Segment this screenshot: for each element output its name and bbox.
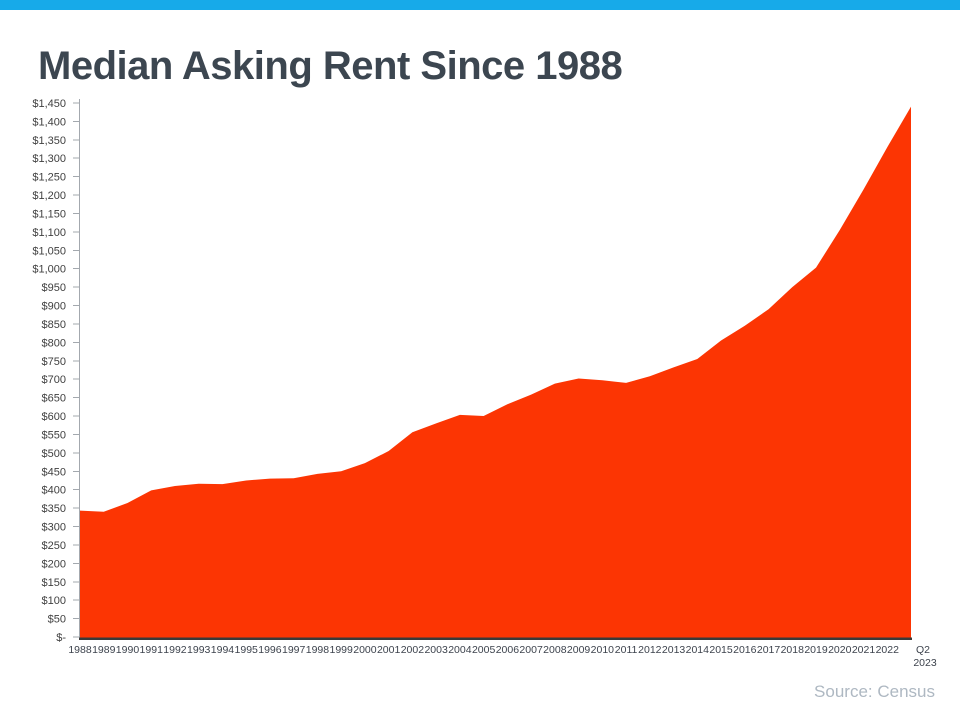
y-axis-label: $300 <box>42 522 66 534</box>
x-axis-label: 1990 <box>116 644 140 656</box>
x-axis-label: 2022 <box>876 644 900 656</box>
x-axis-label: 2021 <box>852 644 876 656</box>
y-axis-label: $950 <box>42 282 66 294</box>
x-axis-label: 1996 <box>258 644 282 656</box>
x-axis-label: 2006 <box>496 644 520 656</box>
x-axis-label: 2004 <box>448 644 472 656</box>
x-axis-label: 2018 <box>781 644 805 656</box>
x-axis-label: 2012 <box>638 644 662 656</box>
x-axis-label: 2005 <box>472 644 496 656</box>
y-axis-label: $800 <box>42 337 66 349</box>
y-axis-label: $650 <box>42 393 66 405</box>
x-axis-label: 2007 <box>519 644 543 656</box>
x-axis-label: 2013 <box>662 644 686 656</box>
x-axis-label: 1988 <box>68 644 92 656</box>
y-axis-label: $1,200 <box>32 190 66 202</box>
y-axis-label: $500 <box>42 448 66 460</box>
y-axis-label: $850 <box>42 319 66 331</box>
x-axis-label: 1997 <box>282 644 306 656</box>
y-axis-label: $1,300 <box>32 153 66 165</box>
x-axis-label: 1995 <box>235 644 259 656</box>
x-axis-label: 1998 <box>306 644 330 656</box>
y-axis-label: $350 <box>42 503 66 515</box>
x-axis-label: 2017 <box>757 644 781 656</box>
y-axis-label: $100 <box>42 595 66 607</box>
y-axis-label: $1,150 <box>32 208 66 220</box>
y-axis-label: $150 <box>42 577 66 589</box>
x-axis-label: 2001 <box>377 644 401 656</box>
y-axis-label: $1,050 <box>32 245 66 257</box>
source-attribution: Source: Census <box>814 682 935 701</box>
x-axis-label: 2014 <box>686 644 710 656</box>
x-axis-label: 2002 <box>401 644 425 656</box>
x-axis-label: 2003 <box>424 644 448 656</box>
y-axis-label: $450 <box>42 466 66 478</box>
x-axis-label: 2015 <box>709 644 733 656</box>
top-accent-bar <box>0 0 960 10</box>
y-axis-label: $1,100 <box>32 227 66 239</box>
y-axis-label: $50 <box>48 614 66 626</box>
y-axis-label: $900 <box>42 301 66 313</box>
x-axis-label: 2010 <box>591 644 615 656</box>
y-axis-label: $750 <box>42 356 66 368</box>
x-axis-label: 1992 <box>163 644 187 656</box>
y-axis-label: $600 <box>42 411 66 423</box>
y-axis-label: $200 <box>42 558 66 570</box>
y-axis-label: $400 <box>42 485 66 497</box>
x-axis-label: Q2 2023 <box>913 644 937 669</box>
y-axis-label: $700 <box>42 374 66 386</box>
y-axis-label: $1,400 <box>32 116 66 128</box>
x-axis-label: 2019 <box>804 644 828 656</box>
x-axis-label: 1991 <box>140 644 164 656</box>
x-axis-label: 2008 <box>543 644 567 656</box>
y-axis-label: $550 <box>42 429 66 441</box>
area-series <box>80 106 911 639</box>
x-axis-label: 1993 <box>187 644 211 656</box>
chart-title: Median Asking Rent Since 1988 <box>38 44 623 88</box>
x-axis-label: 2016 <box>733 644 757 656</box>
x-axis-label: 1999 <box>329 644 353 656</box>
y-axis-label: $1,350 <box>32 135 66 147</box>
y-axis-label: $1,450 <box>32 98 66 110</box>
x-axis-label: 1994 <box>211 644 235 656</box>
x-axis-label: 2011 <box>615 644 638 656</box>
y-axis-label: $1,250 <box>32 172 66 184</box>
x-axis-label: 2009 <box>567 644 591 656</box>
y-axis-label: $1,000 <box>32 264 66 276</box>
y-axis-label: $250 <box>42 540 66 552</box>
y-axis-label: $- <box>56 632 66 644</box>
x-axis-label: 2020 <box>828 644 852 656</box>
x-axis-label: 1989 <box>92 644 116 656</box>
x-axis-label: 2000 <box>353 644 377 656</box>
